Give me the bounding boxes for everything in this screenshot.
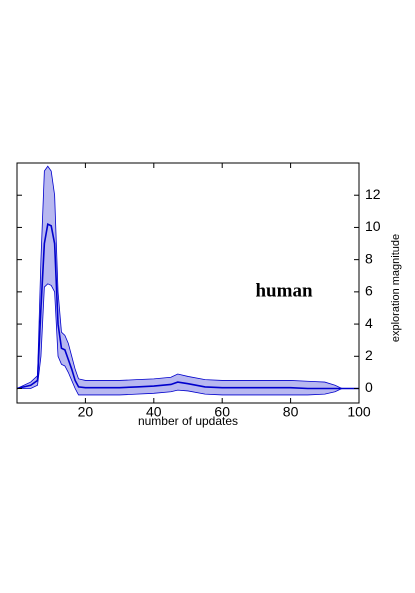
x-tick-label: 100 xyxy=(347,404,371,420)
y-tick-label: 10 xyxy=(365,218,381,234)
y-axis-label: exploration magnitude xyxy=(390,234,402,342)
x-tick-label: 40 xyxy=(146,404,162,420)
y-tick-label: 4 xyxy=(365,315,373,331)
y-tick-label: 12 xyxy=(365,186,381,202)
band-edge xyxy=(16,165,359,389)
y-tick-label: 6 xyxy=(365,283,373,299)
band-fill xyxy=(17,166,359,395)
x-axis-label: number of updates xyxy=(138,414,238,428)
x-tick-label: 20 xyxy=(78,404,94,420)
mean-line xyxy=(16,223,359,390)
band-edge xyxy=(17,283,359,396)
x-tick-label: 60 xyxy=(214,404,230,420)
y-tick-label: 2 xyxy=(365,347,373,363)
y-tick-label: 8 xyxy=(365,250,373,266)
y-tick-label: 0 xyxy=(365,379,373,395)
x-tick-label: 80 xyxy=(283,404,299,420)
plot-frame xyxy=(16,162,360,404)
annotation: human xyxy=(255,280,312,301)
